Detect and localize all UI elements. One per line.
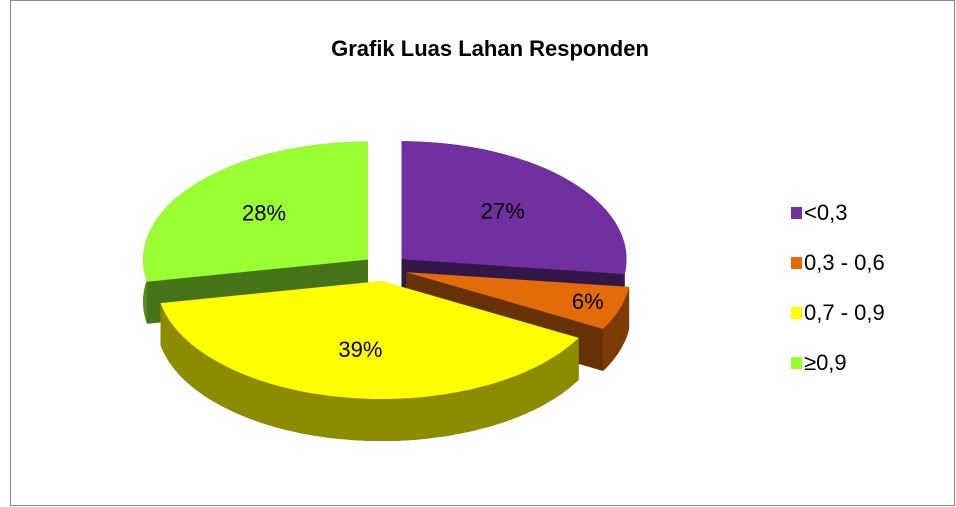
slice (160, 281, 579, 399)
data-label: 6% (572, 289, 604, 314)
data-label: 39% (338, 337, 382, 362)
legend-label: ≥0,9 (804, 350, 847, 375)
legend-swatch (791, 257, 802, 269)
legend-label: <0,3 (804, 200, 847, 225)
legend-swatch (791, 307, 802, 319)
slice-wall (603, 286, 630, 371)
data-label: 28% (242, 200, 286, 225)
data-label: 27% (481, 198, 525, 223)
slice (405, 272, 630, 329)
slice-wall (160, 303, 579, 441)
slice (143, 141, 368, 282)
chart-title: Grafik Luas Lahan Responden (331, 36, 649, 61)
legend-label: 0,7 - 0,9 (804, 300, 885, 325)
legend-swatch (791, 357, 802, 369)
legend-label: 0,3 - 0,6 (804, 250, 885, 275)
slice (401, 141, 627, 275)
legend-swatch (791, 207, 802, 219)
